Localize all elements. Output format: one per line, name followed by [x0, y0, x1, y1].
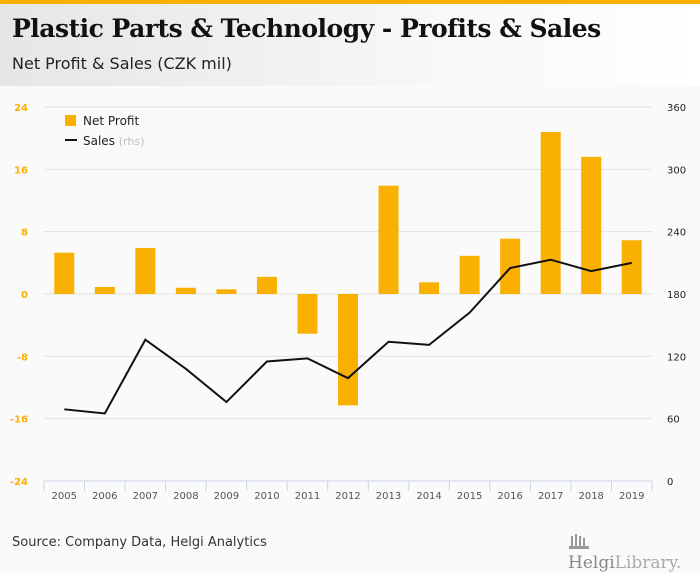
x-axis-tick-label: 2010 — [254, 491, 279, 502]
net-profit-bar-2014 — [419, 282, 439, 294]
logo-icon — [568, 533, 590, 551]
x-axis-tick-label: 2018 — [578, 491, 603, 502]
x-axis-tick-label: 2005 — [52, 491, 77, 502]
right-axis-tick-label: 0 — [667, 477, 673, 488]
legend: Net Profit Sales (rhs) — [65, 114, 144, 148]
net-profit-bar-2010 — [257, 277, 277, 294]
legend-net-profit-label: Net Profit — [83, 114, 139, 128]
net-profit-bar-2013 — [379, 186, 399, 294]
net-profit-bar-2008 — [176, 288, 196, 294]
right-axis-tick-label: 180 — [667, 290, 686, 301]
x-axis-tick-label: 2007 — [133, 491, 158, 502]
net-profit-bar-2019 — [622, 240, 642, 294]
net-profit-bar-2005 — [54, 253, 74, 294]
net-profit-bar-2017 — [541, 132, 561, 294]
helgi-library-logo: HelgiLibrary. — [568, 533, 700, 573]
right-axis-tick-label: 120 — [667, 352, 686, 363]
right-axis-ticks: 360 300 240 180 120 60 0 — [667, 103, 686, 488]
x-axis-tick-label: 2009 — [214, 491, 239, 502]
legend-sales-name: Sales — [83, 134, 115, 148]
net-profit-bar-2007 — [135, 248, 155, 294]
legend-sales-label: Sales (rhs) — [83, 134, 144, 148]
left-axis-tick-label: 8 — [21, 228, 28, 239]
net-profit-bar-2009 — [216, 289, 236, 294]
x-axis-tick-label: 2008 — [173, 491, 198, 502]
left-axis-tick-label: -24 — [10, 477, 28, 488]
x-axis-tick-label: 2011 — [295, 491, 320, 502]
source-note: Source: Company Data, Helgi Analytics — [12, 535, 267, 550]
right-axis-tick-label: 360 — [667, 103, 686, 114]
net-profit-bar-2012 — [338, 294, 358, 405]
net-profit-bar-2006 — [95, 287, 115, 294]
x-axis-tick-label: 2015 — [457, 491, 482, 502]
left-axis-tick-label: -16 — [10, 415, 28, 426]
net-profit-bar-2018 — [581, 157, 601, 294]
left-axis-ticks: 24 16 8 0 -8 -16 -24 — [10, 103, 28, 488]
x-axis-tick-label: 2013 — [376, 491, 401, 502]
right-axis-tick-label: 60 — [667, 415, 680, 426]
logo-text-light: Library. — [615, 553, 682, 573]
x-axis-tick-label: 2014 — [416, 491, 441, 502]
left-axis-tick-label: -8 — [17, 352, 28, 363]
x-axis-tick-label: 2006 — [92, 491, 117, 502]
x-axis-tick-label: 2012 — [335, 491, 360, 502]
x-axis-tick-label: 2016 — [497, 491, 522, 502]
x-axis: 2005 2006 2007 2008 2009 2010 2011 2012 2013 2014… — [44, 481, 652, 502]
legend-sales-rhs: (rhs) — [119, 135, 145, 148]
logo-text-bold: Helgi — [568, 553, 615, 573]
net-profit-bar-2011 — [297, 294, 317, 334]
net-profit-bar-2015 — [460, 256, 480, 294]
legend-net-profit-swatch — [65, 115, 76, 126]
left-axis-tick-label: 16 — [14, 165, 28, 176]
x-axis-tick-label: 2019 — [619, 491, 644, 502]
right-axis-tick-label: 240 — [667, 228, 686, 239]
left-axis-tick-label: 24 — [14, 103, 28, 114]
left-axis-tick-label: 0 — [21, 290, 28, 301]
x-axis-tick-label: 2017 — [538, 491, 563, 502]
right-axis-tick-label: 300 — [667, 165, 686, 176]
net-profit-bars — [54, 132, 641, 405]
